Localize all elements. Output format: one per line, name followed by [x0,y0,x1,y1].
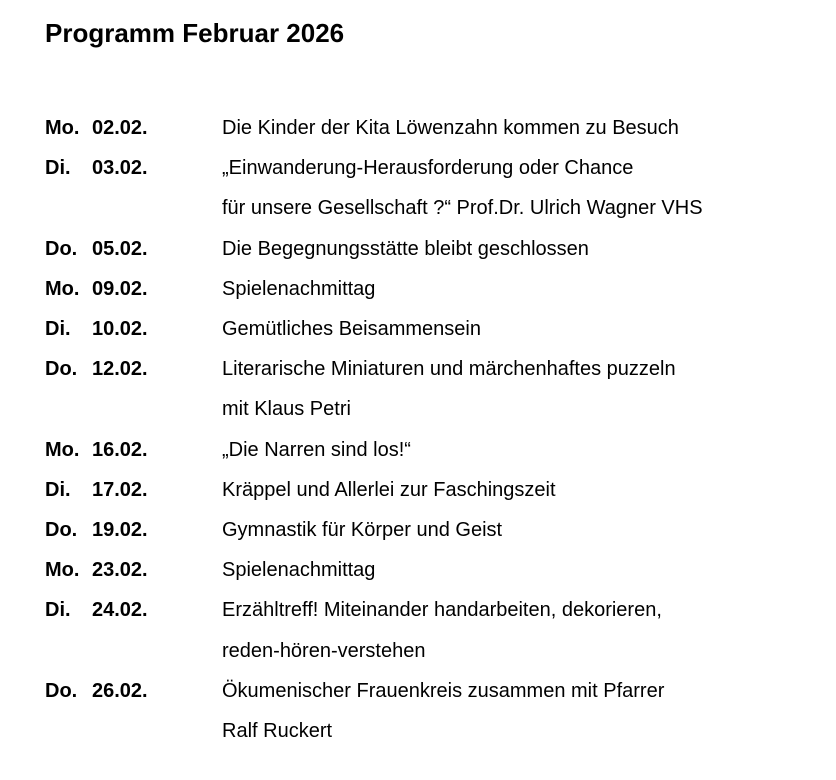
entry-description-line: Die Kinder der Kita Löwenzahn kommen zu … [222,117,679,139]
program-entry: Di. 24.02. Erzähltreff! Miteinander handar… [45,590,703,670]
entry-description-line: Ralf Ruckert [222,719,333,742]
entry-weekday: Do. [45,518,78,541]
entry-description: „Die Narren sind los!“ [222,430,411,470]
entry-date: Do. 12.02. [45,349,222,429]
program-entry: Di. 17.02. Kräppel und Allerlei zur Faschi… [45,470,703,510]
entry-day-month: 12.02. [92,358,148,381]
entry-description: Die Kinder der Kita Löwenzahn kommen zu … [222,108,679,148]
entry-description: Kräppel und Allerlei zur Faschingszeit [222,470,556,510]
entry-weekday: Mo. [45,117,80,139]
entry-description-line: Ökumenischer Frauenkreis zusammen mit Pf… [222,679,665,702]
entry-weekday: Di. [45,157,71,180]
program-list: Mo. 02.02. Die Kinder der Kita Löwenzahn k… [45,108,703,751]
program-entry: Di. 03.02. „Einwanderung-Herausforderung o… [45,148,703,228]
entry-description: Gymnastik für Körper und Geist [222,510,502,550]
entry-day-month: 16.02. [92,438,148,461]
entry-weekday: Di. [45,599,71,622]
entry-day-month: 09.02. [92,277,148,300]
entry-date: Di. 24.02. [45,590,222,670]
entry-description-line: mit Klaus Petri [222,398,351,421]
entry-date: Di. 17.02. [45,470,222,510]
entry-description: Ökumenischer Frauenkreis zusammen mit Pf… [222,671,664,751]
program-entry: Do. 26.02. Ökumenischer Frauenkreis zusamm… [45,671,703,751]
entry-date: Do. 05.02. [45,229,222,269]
entry-date: Di. 10.02. [45,309,222,349]
entry-date: Mo. 23.02. [45,550,222,590]
page-title: Programm Februar 2026 [45,18,345,48]
entry-weekday: Do. [45,237,78,260]
entry-description: Literarische Miniaturen und märchenhafte… [222,349,676,429]
entry-description-line: Spielenachmittag [222,559,376,582]
entry-weekday: Mo. [45,559,80,582]
program-entry: Di. 10.02. Gemütliches Beisammensein [45,309,703,349]
entry-description: Die Begegnungsstätte bleibt geschlossen [222,229,589,269]
entry-weekday: Do. [45,679,78,702]
entry-weekday: Di. [45,478,71,501]
program-entry: Mo. 09.02. Spielenachmittag [45,269,703,309]
entry-description-line: „Die Narren sind los!“ [222,438,411,461]
entry-description-line: Gemütliches Beisammensein [222,317,481,340]
entry-day-month: 24.02. [92,599,148,622]
program-entry: Do. 05.02. Die Begegnungsstätte bleibt ges… [45,229,703,269]
entry-day-month: 10.02. [92,317,148,340]
entry-date: Mo. 02.02. [45,108,222,148]
entry-date: Mo. 16.02. [45,430,222,470]
entry-description-line: Kräppel und Allerlei zur Faschingszeit [222,478,556,501]
entry-weekday: Mo. [45,277,80,300]
entry-description: Spielenachmittag [222,550,375,590]
entry-date: Do. 26.02. [45,671,222,751]
entry-day-month: 03.02. [92,157,148,180]
entry-date: Do. 19.02. [45,510,222,550]
entry-day-month: 05.02. [92,237,148,260]
entry-date: Di. 03.02. [45,148,222,228]
program-entry: Mo. 23.02. Spielenachmittag [45,550,703,590]
entry-description-line: reden-hören-verstehen [222,639,426,662]
entry-description-line: für unsere Gesellschaft ?“ Prof.Dr. Ulri… [222,197,703,220]
entry-description-line: Spielenachmittag [222,277,376,300]
entry-day-month: 19.02. [92,518,148,541]
entry-weekday: Do. [45,358,78,381]
entry-description-line: „Einwanderung-Herausforderung oder Chanc… [222,157,634,180]
entry-description: Spielenachmittag [222,269,375,309]
entry-date: Mo. 09.02. [45,269,222,309]
entry-description: „Einwanderung-Herausforderung oder Chanc… [222,148,703,228]
entry-description-line: Gymnastik für Körper und Geist [222,518,503,541]
entry-description-line: Die Begegnungsstätte bleibt geschlossen [222,237,589,260]
entry-day-month: 23.02. [92,559,148,582]
program-entry: Do. 12.02. Literarische Miniaturen und mär… [45,349,703,429]
entry-weekday: Mo. [45,438,80,461]
entry-day-month: 02.02. [92,117,148,139]
entry-description: Gemütliches Beisammensein [222,309,481,349]
entry-description-line: Literarische Miniaturen und märchenhafte… [222,358,676,381]
entry-description: Erzähltreff! Miteinander handarbeiten, d… [222,590,662,670]
program-entry: Mo. 16.02. „Die Narren sind los!“ [45,430,703,470]
program-entry: Do. 19.02. Gymnastik für Körper und Geist [45,510,703,550]
entry-day-month: 17.02. [92,478,148,501]
entry-day-month: 26.02. [92,679,148,702]
entry-weekday: Di. [45,317,71,340]
entry-description-line: Erzähltreff! Miteinander handarbeiten, d… [222,599,662,622]
program-entry: Mo. 02.02. Die Kinder der Kita Löwenzahn k… [45,108,703,148]
